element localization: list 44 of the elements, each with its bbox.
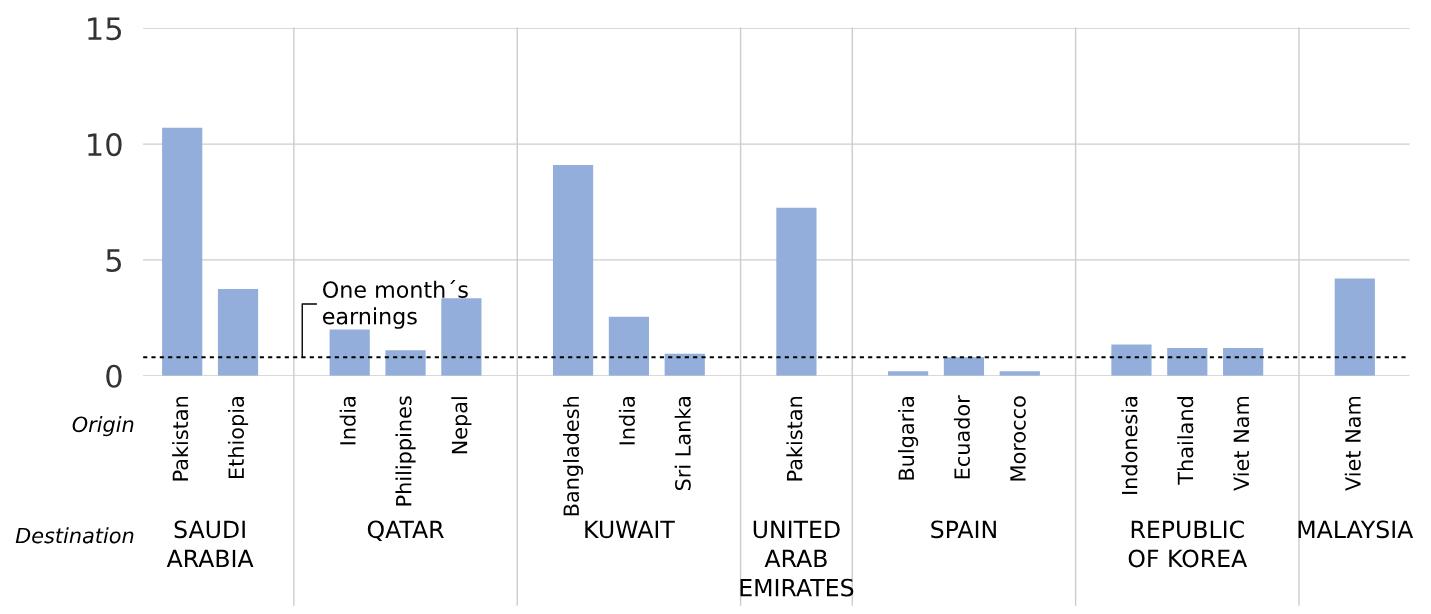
y-tick-label: 5: [106, 249, 121, 272]
text: KUWAIT: [585, 520, 675, 539]
y-tick-label: 10: [88, 133, 122, 157]
text: UNITED ARAB EMIRATES: [740, 520, 854, 597]
x-tick-label: Morocco: [1010, 396, 1026, 481]
bar: [1167, 347, 1208, 376]
text: SAUDI ARABIA: [166, 520, 254, 568]
text: Origin: [72, 416, 134, 437]
bar: [441, 298, 482, 376]
text: SPAIN: [931, 520, 996, 539]
x-tick-label: Bangladesh: [562, 396, 584, 516]
bar: [664, 353, 705, 376]
bar: [552, 164, 594, 376]
x-tick-label: Pakistan: [172, 396, 189, 481]
bar: [385, 350, 426, 376]
x-tick-label: Bulgaria: [898, 397, 919, 480]
x-tick-label: India: [618, 397, 635, 445]
x-tick-label: India: [339, 397, 356, 445]
bar: [943, 357, 985, 376]
bar: [1334, 278, 1375, 376]
bar: [1111, 344, 1152, 376]
bar: [162, 127, 203, 376]
x-tick-label: Sri Lanka: [674, 397, 691, 491]
x-tick-label: Pakistan: [786, 396, 803, 481]
text: QATAR: [367, 520, 444, 541]
y-tick-label: 0: [106, 364, 122, 388]
y-tick-label: 15: [88, 17, 121, 41]
text: MALAYSIA: [1298, 520, 1414, 539]
bar: [329, 329, 370, 376]
x-tick-label: Ethiopia: [227, 397, 249, 479]
x-tick-label: Nepal: [451, 397, 472, 454]
bar: [608, 316, 649, 376]
bar: [217, 288, 259, 376]
x-tick-label: Viet Nam: [1233, 396, 1250, 491]
x-tick-label: Philippines: [395, 396, 416, 506]
ref-line-label: One month´s earnings: [323, 279, 468, 329]
bar: [776, 207, 817, 376]
x-tick-label: Viet Nam: [1344, 396, 1361, 491]
x-tick-label: Ecuador: [953, 395, 970, 479]
text: REPUBLIC OF KOREA: [1128, 520, 1248, 568]
text: Destination: [15, 527, 134, 544]
x-tick-label: Thailand: [1177, 397, 1194, 485]
x-tick-label: Indonesia: [1121, 397, 1138, 494]
bar: [1223, 347, 1264, 376]
